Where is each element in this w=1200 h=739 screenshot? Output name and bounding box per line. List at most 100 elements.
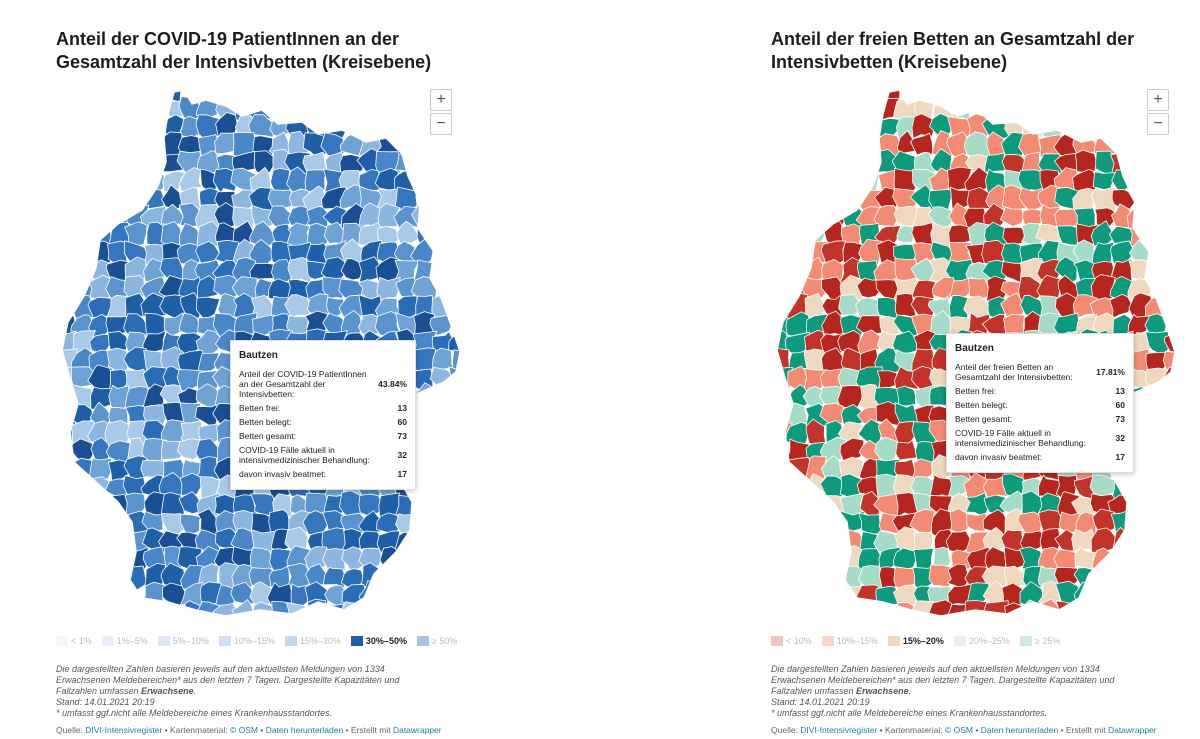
- district-shape[interactable]: [376, 276, 401, 302]
- district-shape[interactable]: [927, 599, 953, 624]
- district-shape[interactable]: [143, 581, 166, 608]
- germany-choropleth-map[interactable]: [56, 82, 476, 632]
- district-shape[interactable]: [70, 366, 97, 392]
- district-shape[interactable]: [162, 170, 187, 194]
- district-shape[interactable]: [1126, 204, 1153, 230]
- district-shape[interactable]: [1054, 256, 1078, 285]
- district-shape[interactable]: [983, 202, 1008, 228]
- district-shape[interactable]: [176, 332, 202, 355]
- legend-item[interactable]: 20%–25%: [953, 636, 1010, 646]
- district-shape[interactable]: [1110, 152, 1136, 176]
- district-shape[interactable]: [394, 531, 422, 555]
- district-shape[interactable]: [195, 329, 224, 356]
- district-shape[interactable]: [911, 113, 936, 139]
- legend-item[interactable]: 15%–20%: [887, 636, 944, 646]
- legend-item[interactable]: 15%–30%: [284, 636, 341, 646]
- download-data-link[interactable]: Daten herunterladen: [265, 725, 344, 735]
- district-shape[interactable]: [1109, 293, 1134, 320]
- district-shape[interactable]: [322, 548, 347, 571]
- district-shape[interactable]: [1054, 208, 1080, 228]
- district-shape[interactable]: [396, 220, 421, 247]
- legend-item[interactable]: < 1%: [56, 636, 92, 646]
- legend-item[interactable]: 30%–50%: [350, 636, 407, 646]
- district-shape[interactable]: [197, 352, 220, 373]
- district-shape[interactable]: [999, 206, 1024, 227]
- district-shape[interactable]: [1094, 207, 1119, 228]
- district-shape[interactable]: [71, 256, 94, 282]
- datawrapper-link[interactable]: Datawrapper: [392, 725, 442, 735]
- district-shape[interactable]: [253, 150, 275, 174]
- osm-link[interactable]: © OSM: [945, 725, 973, 735]
- district-shape[interactable]: [910, 132, 934, 156]
- district-shape[interactable]: [124, 221, 148, 247]
- district-shape[interactable]: [358, 547, 383, 569]
- legend-item[interactable]: 10%–15%: [821, 636, 878, 646]
- district-shape[interactable]: [1000, 131, 1026, 157]
- legend-item[interactable]: ≥ 50%: [416, 636, 457, 646]
- zoom-out-button[interactable]: −: [1147, 113, 1169, 135]
- datawrapper-link[interactable]: Datawrapper: [1107, 725, 1157, 735]
- legend-item[interactable]: ≥ 25%: [1019, 636, 1060, 646]
- district-shape[interactable]: [1162, 350, 1188, 372]
- district-shape[interactable]: [377, 225, 400, 245]
- district-shape[interactable]: [949, 508, 972, 533]
- district-shape[interactable]: [1090, 186, 1117, 213]
- zoom-in-button[interactable]: +: [430, 89, 452, 111]
- source-link-divi[interactable]: DIVI-Intensivregister: [85, 725, 163, 735]
- district-shape[interactable]: [395, 277, 418, 301]
- district-shape[interactable]: [88, 457, 113, 481]
- district-shape[interactable]: [231, 598, 256, 625]
- zoom-out-button[interactable]: −: [430, 113, 452, 135]
- district-shape[interactable]: [180, 513, 203, 535]
- district-shape[interactable]: [892, 330, 921, 355]
- district-shape[interactable]: [1073, 581, 1100, 608]
- legend-item[interactable]: < 10%: [771, 636, 812, 646]
- district-shape[interactable]: [927, 206, 955, 232]
- district-shape[interactable]: [1074, 546, 1099, 570]
- osm-link[interactable]: © OSM: [230, 725, 258, 735]
- district-shape[interactable]: [1127, 313, 1151, 337]
- district-shape[interactable]: [1089, 474, 1119, 498]
- district-shape[interactable]: [874, 436, 899, 463]
- district-shape[interactable]: [1092, 508, 1116, 536]
- district-shape[interactable]: [896, 385, 917, 407]
- district-shape[interactable]: [948, 475, 970, 497]
- district-shape[interactable]: [964, 600, 989, 627]
- map-svg[interactable]: [56, 82, 476, 632]
- district-shape[interactable]: [1000, 292, 1025, 322]
- district-shape[interactable]: [1053, 549, 1081, 573]
- district-shape[interactable]: [140, 292, 167, 319]
- district-shape[interactable]: [394, 186, 418, 211]
- district-shape[interactable]: [448, 366, 473, 392]
- district-shape[interactable]: [858, 238, 883, 265]
- district-shape[interactable]: [896, 225, 917, 244]
- source-link-divi[interactable]: DIVI-Intensivregister: [800, 725, 878, 735]
- legend-item[interactable]: 5%–10%: [157, 636, 209, 646]
- district-shape[interactable]: [856, 277, 881, 299]
- district-shape[interactable]: [162, 582, 188, 606]
- district-shape[interactable]: [320, 132, 345, 158]
- district-shape[interactable]: [178, 167, 203, 193]
- district-shape[interactable]: [248, 114, 275, 138]
- district-shape[interactable]: [839, 437, 865, 465]
- district-shape[interactable]: [107, 330, 129, 354]
- district-shape[interactable]: [893, 420, 916, 447]
- district-shape[interactable]: [841, 189, 863, 208]
- district-shape[interactable]: [395, 494, 420, 517]
- district-shape[interactable]: [966, 311, 991, 337]
- district-shape[interactable]: [946, 563, 970, 589]
- legend-item[interactable]: 1%–5%: [101, 636, 148, 646]
- download-data-link[interactable]: Daten herunterladen: [980, 725, 1059, 735]
- district-shape[interactable]: [141, 510, 167, 532]
- district-shape[interactable]: [1110, 258, 1133, 285]
- district-shape[interactable]: [1074, 149, 1098, 174]
- district-shape[interactable]: [304, 546, 332, 572]
- district-shape[interactable]: [304, 169, 329, 194]
- district-shape[interactable]: [378, 202, 401, 228]
- district-shape[interactable]: [966, 512, 988, 532]
- district-shape[interactable]: [858, 512, 883, 535]
- district-shape[interactable]: [1090, 220, 1116, 248]
- district-shape[interactable]: [179, 472, 202, 496]
- district-shape[interactable]: [966, 582, 993, 606]
- district-shape[interactable]: [1144, 313, 1167, 337]
